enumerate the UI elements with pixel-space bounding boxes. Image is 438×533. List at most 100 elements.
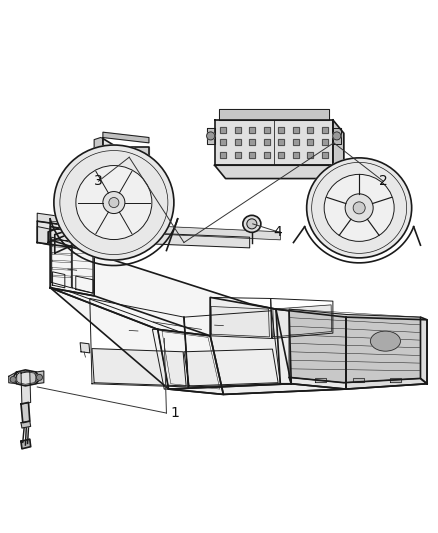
Bar [307, 139, 313, 146]
Bar [293, 139, 299, 146]
Bar [307, 152, 313, 158]
Bar [220, 126, 226, 133]
Bar [235, 152, 241, 158]
Polygon shape [289, 377, 427, 389]
Bar [235, 126, 241, 133]
Polygon shape [72, 237, 93, 293]
Ellipse shape [103, 191, 125, 214]
Bar [235, 126, 241, 133]
Bar [249, 139, 255, 146]
Bar [307, 152, 313, 158]
Bar [264, 152, 270, 158]
Polygon shape [37, 227, 50, 245]
Ellipse shape [243, 215, 261, 232]
Polygon shape [15, 372, 38, 384]
Polygon shape [48, 224, 70, 243]
Polygon shape [215, 165, 344, 179]
Polygon shape [50, 227, 94, 296]
Bar [321, 152, 328, 158]
Polygon shape [50, 240, 291, 389]
Bar [307, 126, 313, 133]
Polygon shape [117, 192, 137, 200]
Bar [278, 152, 284, 158]
Polygon shape [52, 268, 71, 270]
Polygon shape [21, 402, 30, 423]
Polygon shape [52, 253, 71, 255]
Polygon shape [169, 384, 346, 394]
Bar [249, 139, 255, 146]
Polygon shape [37, 213, 94, 229]
Bar [278, 139, 284, 146]
Bar [249, 126, 255, 133]
Ellipse shape [371, 331, 400, 351]
Polygon shape [152, 329, 169, 389]
Bar [249, 152, 255, 158]
Polygon shape [184, 349, 278, 386]
Ellipse shape [324, 174, 394, 241]
Bar [220, 126, 226, 133]
Text: 3: 3 [94, 174, 103, 188]
Bar [235, 139, 241, 146]
Text: 1: 1 [170, 406, 179, 420]
Polygon shape [50, 221, 280, 240]
Polygon shape [103, 132, 149, 143]
Circle shape [36, 374, 42, 381]
Circle shape [333, 132, 341, 140]
Bar [307, 126, 313, 133]
Bar [293, 152, 299, 158]
Bar [307, 139, 313, 146]
Polygon shape [92, 349, 186, 386]
Polygon shape [37, 221, 94, 251]
Bar [293, 126, 299, 133]
Bar [321, 139, 328, 146]
Polygon shape [353, 378, 364, 382]
Polygon shape [94, 138, 103, 176]
Bar [293, 139, 299, 146]
Polygon shape [21, 439, 31, 449]
Polygon shape [211, 306, 269, 337]
Ellipse shape [109, 198, 119, 207]
Polygon shape [273, 305, 332, 337]
Polygon shape [80, 343, 90, 353]
Bar [264, 139, 270, 146]
Polygon shape [12, 370, 40, 386]
Ellipse shape [54, 145, 174, 260]
Bar [264, 126, 270, 133]
Ellipse shape [307, 158, 412, 258]
Bar [235, 152, 241, 158]
Polygon shape [52, 245, 71, 248]
Polygon shape [55, 229, 72, 253]
Polygon shape [9, 372, 17, 384]
Polygon shape [210, 297, 346, 394]
Polygon shape [289, 309, 420, 383]
Polygon shape [36, 371, 44, 384]
Bar [220, 152, 226, 158]
Polygon shape [420, 317, 427, 384]
Polygon shape [333, 128, 341, 144]
Bar [235, 139, 241, 146]
Polygon shape [333, 120, 344, 179]
Text: 2: 2 [379, 174, 388, 188]
Polygon shape [53, 272, 65, 288]
Polygon shape [21, 372, 31, 404]
Polygon shape [215, 120, 333, 165]
Polygon shape [103, 139, 116, 184]
Bar [278, 139, 284, 146]
Bar [321, 152, 328, 158]
Bar [278, 126, 284, 133]
Ellipse shape [247, 219, 257, 229]
Bar [249, 126, 255, 133]
Bar [321, 126, 328, 133]
Polygon shape [390, 378, 401, 382]
Polygon shape [52, 237, 71, 288]
Ellipse shape [353, 202, 365, 214]
Polygon shape [52, 260, 71, 263]
Polygon shape [158, 329, 223, 394]
Polygon shape [219, 109, 328, 120]
Bar [220, 139, 226, 146]
Polygon shape [104, 160, 115, 169]
Bar [249, 152, 255, 158]
Polygon shape [315, 378, 326, 382]
Polygon shape [346, 317, 427, 389]
Circle shape [207, 132, 215, 140]
